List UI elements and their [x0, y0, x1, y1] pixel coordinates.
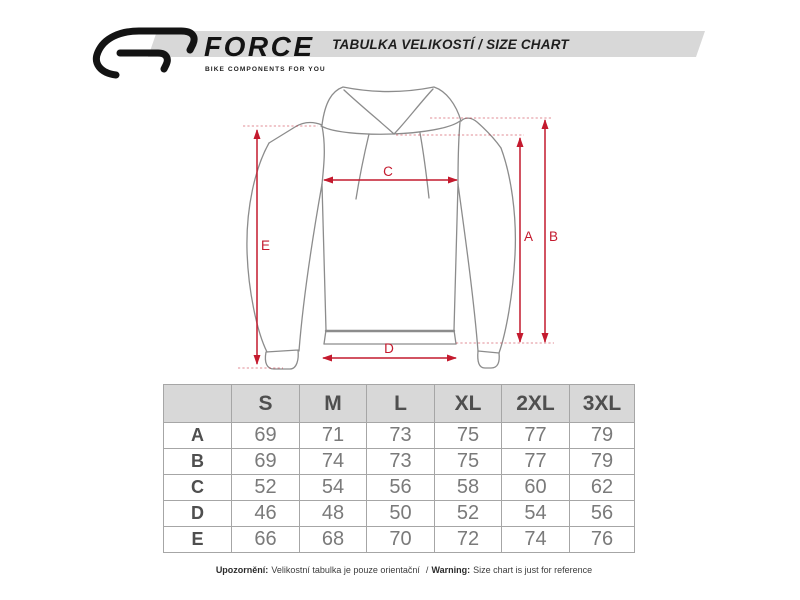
- drawstring-right: [419, 132, 430, 199]
- size-value-cell: 77: [501, 448, 570, 475]
- col-header-l: L: [366, 384, 435, 423]
- row-label-a: A: [163, 422, 232, 449]
- shoulder-left: [268, 121, 323, 144]
- size-value-cell: 56: [366, 474, 435, 501]
- size-value-cell: 52: [231, 474, 300, 501]
- size-value-cell: 66: [231, 526, 300, 553]
- page-title: TABULKA VELIKOSTÍ / SIZE CHART: [332, 36, 569, 52]
- size-value-cell: 73: [366, 422, 435, 449]
- size-value-cell: 75: [434, 422, 502, 449]
- table-row: C 52 54 56 58 60 62: [163, 474, 635, 501]
- header-band: TABULKA VELIKOSTÍ / SIZE CHART: [148, 31, 705, 57]
- hoodie-measurement-diagram: E A B C D: [238, 86, 558, 370]
- size-value-cell: 62: [569, 474, 635, 501]
- size-value-cell: 69: [231, 448, 300, 475]
- size-value-cell: 73: [366, 448, 435, 475]
- body-right-edge: [453, 183, 459, 331]
- col-header-2xl: 2XL: [501, 384, 570, 423]
- size-value-cell: 71: [299, 422, 367, 449]
- size-value-cell: 72: [434, 526, 502, 553]
- size-value-cell: 68: [299, 526, 367, 553]
- size-value-cell: 50: [366, 500, 435, 527]
- brand-tagline: BIKE COMPONENTS FOR YOU: [205, 66, 326, 73]
- row-label-d: D: [163, 500, 232, 527]
- col-header-m: M: [299, 384, 367, 423]
- size-value-cell: 75: [434, 448, 502, 475]
- size-value-cell: 54: [501, 500, 570, 527]
- armhole-seam-left: [321, 125, 325, 185]
- size-value-cell: 74: [299, 448, 367, 475]
- warning-label-en: Warning:: [431, 565, 471, 575]
- size-value-cell: 79: [569, 448, 635, 475]
- dimension-label-a: A: [524, 229, 533, 244]
- sleeve-right-inner: [457, 183, 479, 352]
- size-value-cell: 77: [501, 422, 570, 449]
- size-value-cell: 46: [231, 500, 300, 527]
- warning-text-en: Size chart is just for reference: [473, 565, 593, 575]
- warning-label-cs: Upozornění:: [215, 565, 269, 575]
- size-value-cell: 52: [434, 500, 502, 527]
- table-row: D 46 48 50 52 54 56: [163, 500, 635, 527]
- sleeve-left-inner: [298, 183, 323, 352]
- table-row: E 66 68 70 72 74 76: [163, 526, 635, 553]
- warning-separator: /: [425, 565, 429, 575]
- warning-note: Upozornění: Velikostní tabulka je pouze o…: [0, 565, 800, 575]
- col-header-s: S: [231, 384, 300, 423]
- size-value-cell: 60: [501, 474, 570, 501]
- sleeve-right-outer: [498, 147, 517, 354]
- body-left-edge: [321, 183, 327, 331]
- corner-cell: [163, 384, 232, 423]
- hood-opening-right: [393, 88, 434, 135]
- col-header-3xl: 3XL: [569, 384, 635, 423]
- size-value-cell: 76: [569, 526, 635, 553]
- size-value-cell: 70: [366, 526, 435, 553]
- col-header-xl: XL: [434, 384, 502, 423]
- row-label-c: C: [163, 474, 232, 501]
- size-value-cell: 58: [434, 474, 502, 501]
- dimension-label-c: C: [383, 164, 393, 179]
- size-table-head-row: S M L XL 2XL 3XL: [163, 384, 635, 423]
- table-row: A 69 71 73 75 77 79: [163, 422, 635, 449]
- size-value-cell: 69: [231, 422, 300, 449]
- dimension-label-b: B: [549, 229, 558, 244]
- row-label-e: E: [163, 526, 232, 553]
- dimension-label-e: E: [261, 238, 270, 253]
- force-logo-icon: [92, 27, 198, 79]
- hem-band-sides: [323, 329, 457, 345]
- collar-seam: [320, 120, 461, 135]
- size-value-cell: 74: [501, 526, 570, 553]
- warning-text-cs: Velikostní tabulka je pouze orientační: [271, 565, 420, 575]
- drawstring-left: [355, 133, 370, 200]
- size-table-body: A 69 71 73 75 77 79 B 69 74 73 75 77 79 C 52 54 56 58 60 62 D…: [163, 422, 635, 553]
- shoulder-right: [460, 117, 502, 149]
- dimension-label-d: D: [384, 341, 394, 356]
- size-value-cell: 56: [569, 500, 635, 527]
- cuff-left: [264, 349, 299, 370]
- armhole-seam-right: [457, 121, 461, 185]
- cuff-right: [477, 350, 500, 369]
- hood-outline: [321, 86, 462, 126]
- brand-name: FORCE: [204, 31, 315, 62]
- size-value-cell: 54: [299, 474, 367, 501]
- size-value-cell: 48: [299, 500, 367, 527]
- table-row: B 69 74 73 75 77 79: [163, 448, 635, 475]
- row-label-b: B: [163, 448, 232, 475]
- hood-opening-left: [343, 89, 395, 135]
- size-value-cell: 79: [569, 422, 635, 449]
- size-table: S M L XL 2XL 3XL A 69 71 73 75 77 79 B 69 74 73 75 77 79 C 5…: [163, 384, 635, 553]
